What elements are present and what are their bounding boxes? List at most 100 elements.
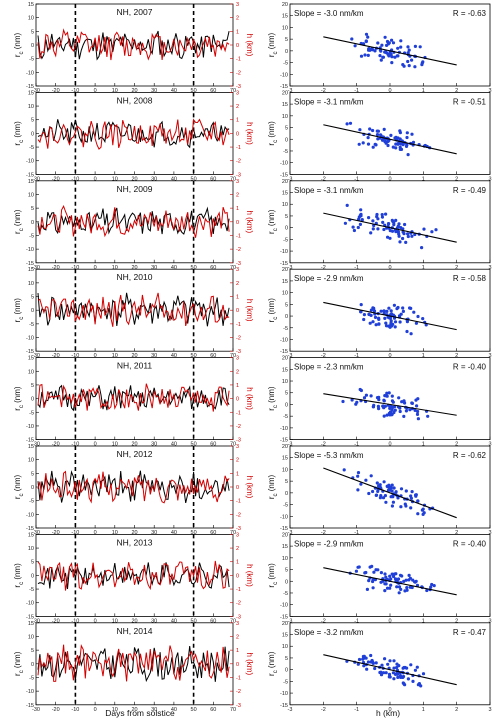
right-y-tick-label: 2 bbox=[236, 634, 239, 640]
y-tick-label: 20 bbox=[282, 444, 288, 450]
right-y-tick-label: 3 bbox=[236, 356, 239, 362]
scatter-point bbox=[383, 35, 387, 39]
timeseries-panel-1: -30 -20 -10 0 10 20 30 40 50 60 70-15-10-5051015-3… bbox=[13, 90, 254, 182]
scatter-point bbox=[371, 579, 375, 584]
scatter-point bbox=[410, 490, 414, 494]
right-y-tick-label: -3 bbox=[236, 349, 241, 355]
scatter-point bbox=[352, 228, 356, 233]
scatter-point bbox=[386, 662, 390, 666]
scatter-point bbox=[377, 395, 381, 399]
scatter-point bbox=[380, 43, 384, 47]
right-y-tick-label: 0 bbox=[236, 397, 239, 403]
scatter-point bbox=[421, 507, 425, 511]
scatter-point bbox=[391, 405, 395, 410]
y-tick-label: 5 bbox=[285, 37, 288, 43]
panel-title: NH, 2013 bbox=[117, 537, 153, 547]
y-tick-label: -5 bbox=[283, 237, 288, 243]
scatter-point bbox=[416, 417, 420, 421]
x-tick-label: -10 bbox=[71, 88, 79, 94]
right-y-axis-title: h (km) bbox=[245, 210, 254, 233]
scatter-y-axis-title: rc (nm) bbox=[267, 298, 279, 323]
scatter-point bbox=[369, 653, 373, 658]
scatter-point bbox=[413, 580, 417, 584]
x-tick-label: -2 bbox=[321, 442, 326, 448]
x-tick-label: 60 bbox=[210, 530, 216, 536]
correlation-annotation: R = -0.62 bbox=[453, 451, 487, 460]
x-tick-label: -20 bbox=[52, 707, 60, 713]
scatter-point bbox=[387, 675, 391, 679]
regression-line bbox=[323, 567, 457, 596]
regression-line bbox=[323, 654, 457, 686]
scatter-point bbox=[388, 485, 392, 489]
scatter-point bbox=[399, 587, 403, 592]
left-y-tick-label: 5 bbox=[31, 648, 34, 654]
scatter-point bbox=[401, 306, 405, 310]
left-y-tick-label: 5 bbox=[31, 295, 34, 301]
x-tick-label: 2 bbox=[455, 88, 458, 94]
x-tick-label: 0 bbox=[388, 530, 391, 536]
x-tick-label: 0 bbox=[388, 353, 391, 359]
x-tick-label: -1 bbox=[354, 618, 359, 624]
x-tick-label: -1 bbox=[354, 176, 359, 182]
x-tick-label: 0 bbox=[388, 618, 391, 624]
x-tick-label: 40 bbox=[171, 707, 177, 713]
scatter-y-axis-title: rc (nm) bbox=[267, 209, 279, 234]
x-tick-label: 20 bbox=[131, 618, 137, 624]
scatter-point bbox=[374, 568, 378, 572]
left-y-tick-label: 10 bbox=[28, 458, 34, 464]
y-tick-label: 20 bbox=[282, 2, 288, 8]
slope-annotation: Slope = -3.1 nm/km bbox=[294, 97, 364, 106]
scatter-point bbox=[381, 55, 385, 59]
scatter-point bbox=[391, 41, 396, 45]
scatter-point bbox=[404, 240, 408, 244]
scatter-point bbox=[388, 236, 392, 240]
y-tick-label: 0 bbox=[285, 579, 288, 585]
y-tick-label: -10 bbox=[280, 691, 288, 697]
scatter-point bbox=[382, 414, 386, 418]
scatter-point bbox=[405, 131, 409, 135]
scatter-point bbox=[409, 506, 413, 510]
y-tick-label: 10 bbox=[282, 25, 288, 31]
left-y-tick-label: -5 bbox=[29, 410, 34, 416]
left-y-tick-label: 0 bbox=[31, 220, 34, 226]
rc-series-line bbox=[37, 646, 230, 683]
left-y-axis-title: rc (nm) bbox=[13, 563, 25, 588]
scatter-point bbox=[411, 679, 415, 684]
scatter-y-axis-title: rc (nm) bbox=[267, 33, 279, 58]
x-tick-label: -3 bbox=[288, 442, 293, 448]
panel-title: NH, 2011 bbox=[117, 361, 153, 371]
y-tick-label: 10 bbox=[282, 202, 288, 208]
scatter-point bbox=[377, 317, 381, 321]
scatter-point bbox=[405, 329, 409, 334]
x-tick-label: -2 bbox=[321, 618, 326, 624]
scatter-point bbox=[416, 397, 420, 401]
right-y-tick-label: 3 bbox=[236, 621, 239, 627]
scatter-point bbox=[401, 666, 405, 670]
scatter-point bbox=[359, 482, 363, 486]
timeseries-panel-2: -30 -20 -10 0 10 20 30 40 50 60 70-15-10-5051015-3… bbox=[13, 179, 254, 271]
left-y-tick-label: -10 bbox=[26, 601, 34, 607]
scatter-point bbox=[363, 53, 367, 57]
scatter-point bbox=[392, 666, 396, 670]
scatter-point bbox=[386, 222, 391, 226]
y-tick-label: -15 bbox=[280, 703, 288, 709]
regression-line bbox=[323, 301, 457, 331]
x-tick-label: 60 bbox=[210, 442, 216, 448]
y-tick-label: 5 bbox=[285, 302, 288, 308]
scatter-point bbox=[382, 671, 386, 675]
scatter-point bbox=[382, 406, 386, 410]
x-tick-label: 70 bbox=[230, 88, 236, 94]
scatter-point bbox=[381, 220, 385, 224]
scatter-point bbox=[368, 48, 372, 52]
x-tick-label: 50 bbox=[191, 707, 197, 713]
scatter-point bbox=[405, 586, 409, 590]
y-tick-label: -5 bbox=[283, 326, 288, 332]
scatter-point bbox=[416, 314, 420, 319]
h-series-line bbox=[37, 643, 230, 682]
scatter-point bbox=[398, 240, 402, 244]
right-y-tick-label: -2 bbox=[236, 336, 241, 342]
scatter-point bbox=[382, 127, 386, 131]
x-tick-label: -20 bbox=[52, 265, 60, 271]
x-tick-label: 10 bbox=[112, 530, 118, 536]
